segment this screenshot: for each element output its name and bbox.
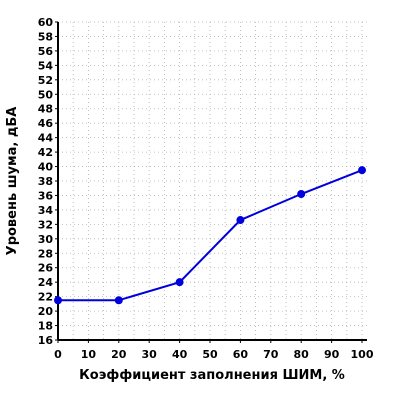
x-axis-title: Коэффициент заполнения ШИМ, % <box>79 368 345 383</box>
x-tick-label: 100 <box>351 348 374 361</box>
x-tick-label: 60 <box>233 348 249 361</box>
y-tick-label: 22 <box>38 291 53 304</box>
y-tick-label: 42 <box>38 146 53 159</box>
x-tick-label: 0 <box>54 348 62 361</box>
y-tick-label: 32 <box>38 218 53 231</box>
data-point <box>175 278 184 287</box>
x-tick-label: 70 <box>263 348 279 361</box>
series-layer <box>54 166 366 305</box>
x-tick-label: 80 <box>294 348 310 361</box>
y-tick-label: 36 <box>38 189 54 202</box>
y-tick-label: 56 <box>38 45 54 58</box>
y-tick-label: 50 <box>38 88 54 101</box>
data-point <box>114 296 123 305</box>
y-tick-label: 52 <box>38 74 53 87</box>
y-tick-label: 16 <box>38 334 54 347</box>
y-tick-label: 60 <box>38 16 54 29</box>
series-line <box>58 169 363 302</box>
y-tick-label: 40 <box>38 161 54 174</box>
y-tick-label: 46 <box>38 117 54 130</box>
data-point <box>236 216 245 225</box>
data-point <box>54 296 62 305</box>
y-tick-label: 20 <box>38 305 54 318</box>
x-tick-label: 10 <box>81 348 97 361</box>
y-tick-label: 18 <box>38 320 53 333</box>
y-tick-label: 58 <box>38 30 53 43</box>
data-point <box>358 166 366 175</box>
x-tick-label: 40 <box>172 348 188 361</box>
y-axis-title: Уровень шума, дБА <box>5 107 20 256</box>
x-tick-label: 20 <box>111 348 127 361</box>
y-tick-label: 48 <box>38 103 53 116</box>
y-tick-label: 34 <box>38 204 54 217</box>
x-tick-label: 50 <box>202 348 218 361</box>
x-tick-label: 30 <box>142 348 158 361</box>
y-tick-label: 30 <box>38 233 54 246</box>
x-tick-label: 90 <box>324 348 340 361</box>
ticks: 1618202224262830323436384042444648505254… <box>38 16 374 361</box>
data-point <box>297 190 306 199</box>
y-tick-label: 44 <box>38 132 54 145</box>
grid <box>58 21 367 340</box>
y-tick-label: 24 <box>38 276 54 289</box>
y-tick-label: 28 <box>38 247 53 260</box>
y-tick-label: 38 <box>38 175 53 188</box>
y-tick-label: 26 <box>38 262 54 275</box>
y-tick-label: 54 <box>38 59 54 72</box>
